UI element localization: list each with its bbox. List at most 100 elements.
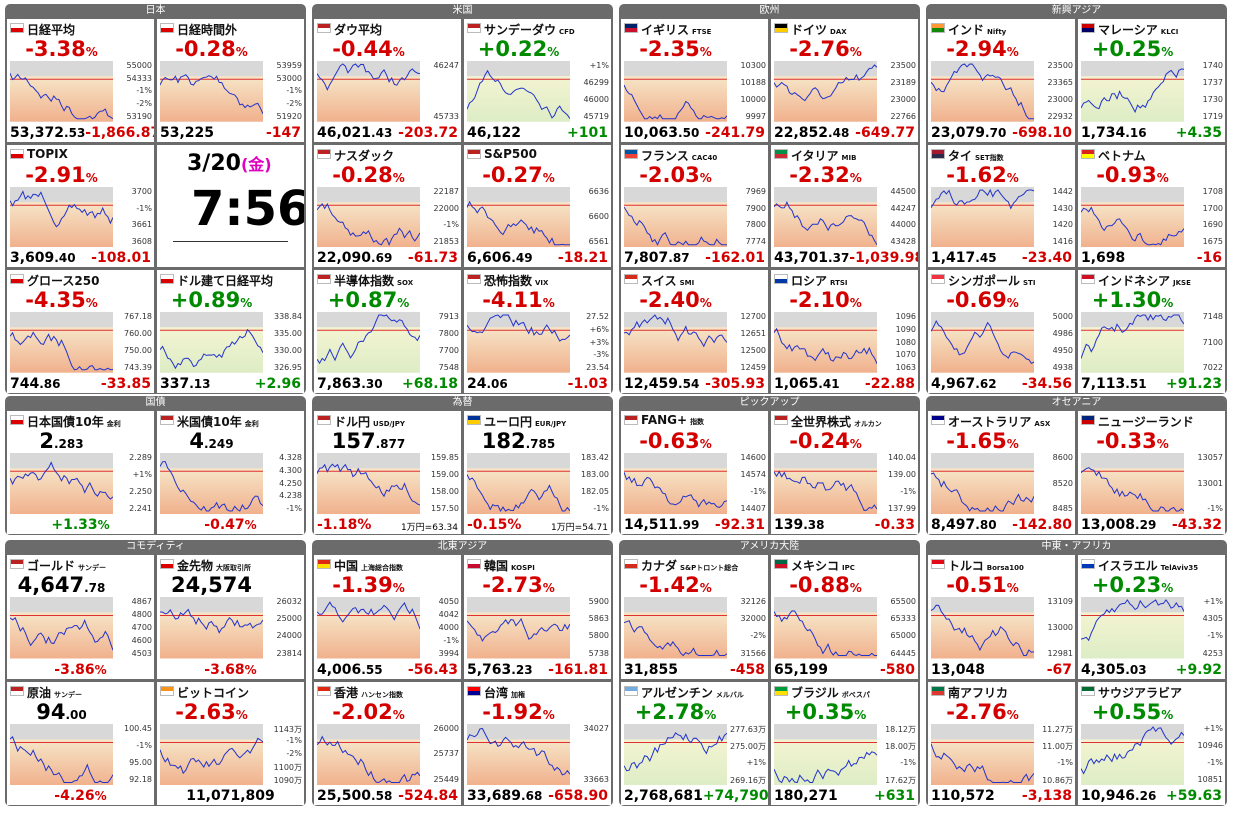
change: -1.03 xyxy=(567,375,608,392)
change: +4.35 xyxy=(1175,124,1222,141)
headline: -0.27% xyxy=(482,162,555,187)
flag xyxy=(317,685,331,696)
chart-label: 7900 xyxy=(745,203,766,213)
tile: 韓国 KOSPI -2.73% 5900 5863 5800 5738 5,763.23 -16… xyxy=(464,555,611,679)
name: マレーシア xyxy=(1098,23,1158,37)
headline: -2.76% xyxy=(789,37,862,61)
tile: ナスダック -0.28% 22187 22000 -1% 21853 22,090.69 -6… xyxy=(314,144,461,268)
change: -698.10 xyxy=(1012,124,1072,141)
name: スイス xyxy=(641,274,677,289)
price-line xyxy=(774,610,877,657)
tile-name: 台湾 加権 xyxy=(484,684,525,701)
flag xyxy=(774,274,788,285)
sparkline xyxy=(317,597,420,659)
tile-name: マレーシア KLCI xyxy=(1098,21,1178,38)
headline: -2.40% xyxy=(639,288,712,313)
change: -3,138 xyxy=(1021,788,1072,804)
tile: 日経平均 -3.38% 55000 54333 -1% -2% 53190 53,372.53… xyxy=(7,19,154,142)
price: 31,855 xyxy=(624,661,679,678)
section: 北東アジア 中国 上海総合指数 -1.39% 4050 4042 4000 -1% 3994 4,… xyxy=(312,540,613,806)
section: オセアニア オーストラリア ASX -1.65% 8600 8520 8485 8,497.8… xyxy=(926,396,1227,535)
footer: 7,863.30 +68.18 xyxy=(317,375,458,392)
tile: 半導体指数 SOX +0.87% 7913 7800 7700 7548 7,863.30 +6… xyxy=(314,270,461,393)
chart-label: 275.00万 xyxy=(730,741,766,751)
price-line xyxy=(624,620,727,657)
name: 全世界株式 xyxy=(791,415,852,429)
flag xyxy=(10,415,24,425)
tile: トルコ Borsa100 -0.51% 13109 13000 12981 13,048 -6… xyxy=(928,555,1075,679)
code: KOSPI xyxy=(511,564,535,572)
name: イスラエル xyxy=(1098,559,1158,573)
code: EUR/JPY xyxy=(535,420,567,428)
tile-name: S&P500 xyxy=(484,147,537,161)
section: 為替 ドル円 USD/JPY 157.877 159.85 159.00 158.00 157… xyxy=(312,396,613,535)
chart-label: 18.12万 xyxy=(885,724,916,734)
chart-label: 1416 xyxy=(1052,237,1073,247)
tile-name: ニュージーランド xyxy=(1098,413,1194,430)
price: 7,113.51 xyxy=(1081,375,1147,392)
chart-label: 4867 xyxy=(131,597,152,606)
tile-name: フランス CAC40 xyxy=(641,147,717,164)
sparkline xyxy=(160,723,263,785)
tile-name: ナスダック xyxy=(334,147,394,164)
sparkline xyxy=(624,61,727,122)
chart-label: 92.18 xyxy=(129,775,152,784)
name: ドイツ xyxy=(791,23,828,37)
chart-label: -1% xyxy=(1207,504,1223,513)
chart-label: 34027 xyxy=(583,723,609,733)
footer: 337.13 +2.96 xyxy=(160,375,301,392)
change: +74,790 xyxy=(702,788,768,804)
name: フランス xyxy=(641,148,689,163)
sparkline xyxy=(624,723,727,785)
price: 24.06 xyxy=(467,375,508,392)
sparkline xyxy=(467,186,570,248)
chart-label: -1% xyxy=(286,504,302,513)
chart-label: 65500 xyxy=(890,597,916,606)
headline: -4.35% xyxy=(25,288,98,313)
price: 337.13 xyxy=(160,375,211,392)
name: 韓国 xyxy=(484,559,509,573)
price: 1,698 xyxy=(1081,250,1126,267)
flag xyxy=(1081,148,1095,159)
chart-label: 159.85 xyxy=(431,453,459,462)
chart-label: 22187 xyxy=(433,186,459,196)
name: インド xyxy=(948,23,985,37)
sparkline xyxy=(160,312,263,373)
code: サンデー xyxy=(78,564,107,572)
price: 65,199 xyxy=(774,661,829,678)
name: 恐怖指数 xyxy=(484,274,533,289)
code: Borsa100 xyxy=(986,564,1024,572)
name: 日経時間外 xyxy=(177,23,238,37)
chart-label: -1% xyxy=(900,757,916,767)
tile: タイ SET指数 -1.62% 1442 1430 1420 1416 1,417.45 -23… xyxy=(928,144,1075,268)
tile: フランス CAC40 -2.03% 7969 7900 7800 7774 7,807.87-… xyxy=(621,144,768,268)
name: ダウ平均 xyxy=(334,23,383,37)
chart-label: 22000 xyxy=(433,203,459,213)
price: 53,225 xyxy=(160,124,215,141)
code: S&Pトロント総合 xyxy=(680,564,739,572)
chart-label: 1143万 xyxy=(273,724,302,734)
sparkline xyxy=(774,61,877,122)
chart-label: 51920 xyxy=(276,111,302,121)
chart-label: -1% xyxy=(750,487,766,496)
tile-name: ドル円 USD/JPY xyxy=(334,413,405,430)
section-title: アメリカ大陸 xyxy=(739,541,800,552)
section: 中東・アフリカ トルコ Borsa100 -0.51% 13109 13000 12981 1… xyxy=(926,540,1227,806)
tile: 3/20(金) 7:56 xyxy=(157,144,304,268)
name: タイ xyxy=(948,148,973,163)
flag xyxy=(774,148,788,159)
tile: ブラジル ボベスパ +0.35% 18.12万 18.00万 -1% 17.62万 180,2… xyxy=(771,681,918,805)
chart-label: -1% xyxy=(286,86,302,96)
sparkline xyxy=(1081,312,1184,373)
name: サンデーダウ xyxy=(484,23,557,37)
chart-label: -2% xyxy=(286,749,302,759)
footer: 1,417.45 -23.40 xyxy=(931,249,1072,266)
change: -524.84 xyxy=(398,788,458,804)
chart-label: -1% xyxy=(136,740,152,750)
chart-label: 6636 xyxy=(588,186,609,196)
code: JKSE xyxy=(1173,279,1191,288)
headline: 4.249 xyxy=(189,429,234,453)
chart-label: 55000 xyxy=(126,61,152,70)
chart-label: 8520 xyxy=(1052,478,1073,488)
